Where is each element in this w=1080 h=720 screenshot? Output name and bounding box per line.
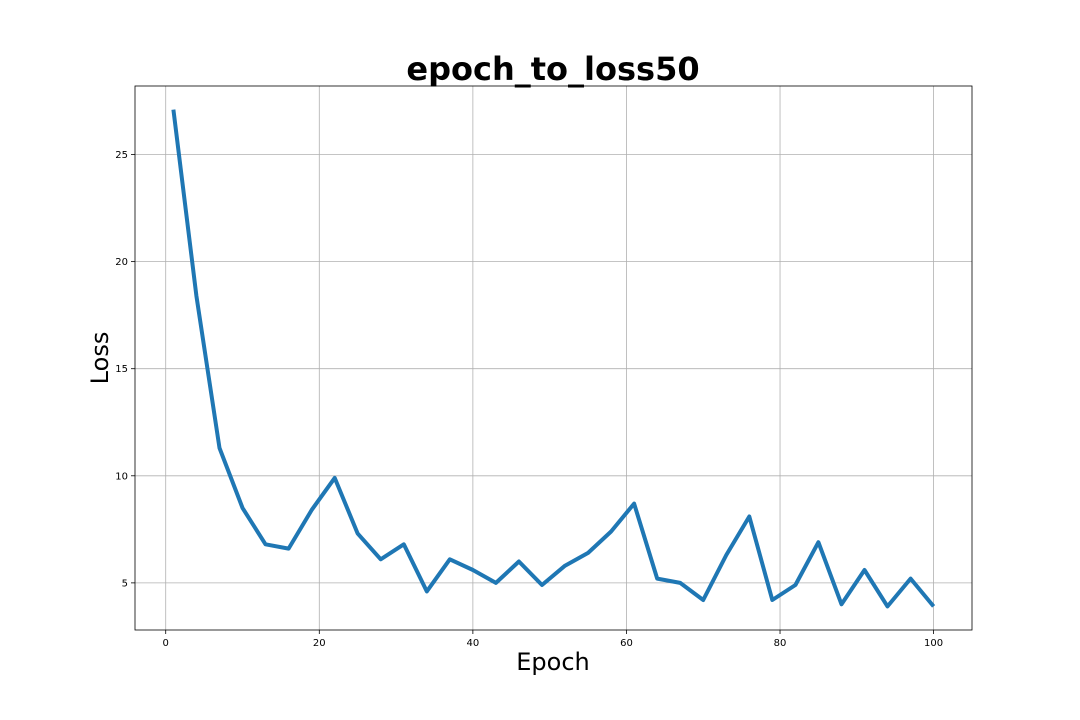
x-tick-label: 60 [620, 638, 633, 649]
plot-frame [134, 85, 973, 631]
x-axis: 0 20 40 60 80 100 [163, 630, 943, 649]
y-axis: 5 10 15 20 25 [115, 150, 135, 589]
y-tick-label: 20 [115, 257, 128, 268]
x-tick-label: 40 [467, 638, 480, 649]
y-tick-label: 10 [115, 471, 128, 482]
y-tick-label: 25 [115, 150, 128, 161]
x-tick-label: 80 [774, 638, 787, 649]
series-line [171, 109, 936, 609]
y-tick-label: 15 [115, 364, 128, 375]
x-tick-label: 100 [924, 638, 943, 649]
x-tick-label: 20 [313, 638, 326, 649]
grid [135, 86, 972, 630]
y-tick-label: 5 [122, 578, 128, 589]
chart-title: epoch_to_loss50 [406, 50, 699, 88]
x-tick-label: 0 [163, 638, 169, 649]
x-axis-label: Epoch [516, 648, 590, 676]
y-axis-label: Loss [86, 332, 114, 385]
series-layer [171, 109, 936, 609]
